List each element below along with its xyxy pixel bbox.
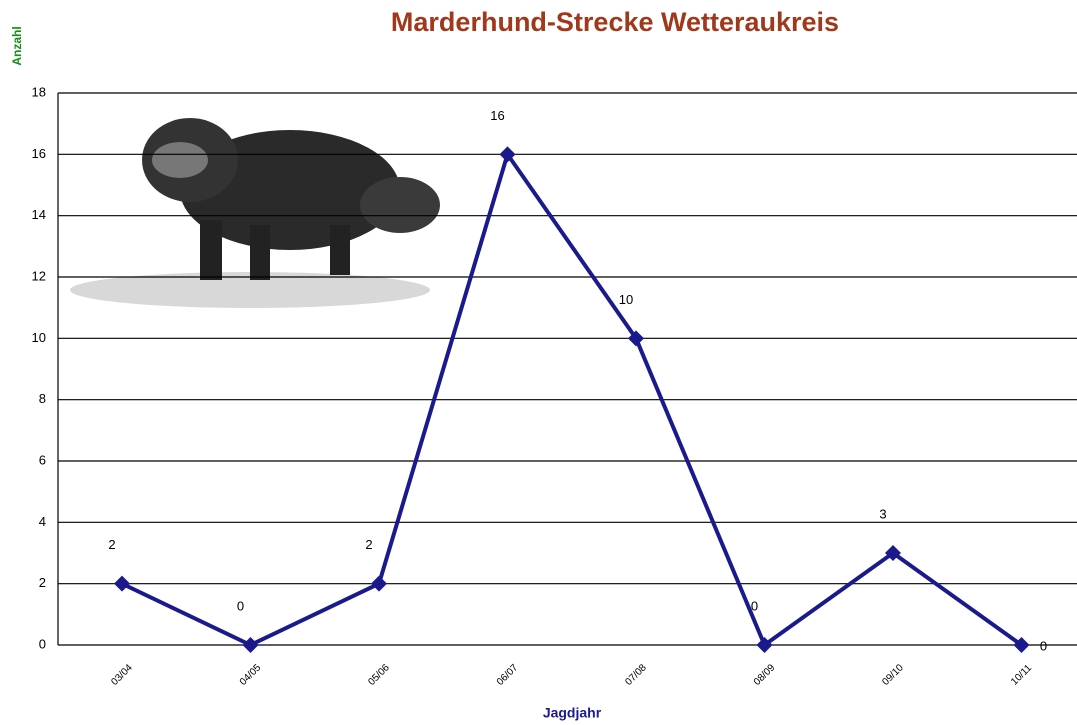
data-point xyxy=(371,575,387,592)
data-point xyxy=(242,637,259,653)
data-label: 16 xyxy=(490,108,504,123)
data-point xyxy=(885,545,901,561)
data-label: 0 xyxy=(1040,638,1047,653)
data-label: 3 xyxy=(879,506,886,521)
data-label: 0 xyxy=(751,598,758,613)
data-point xyxy=(499,146,516,163)
x-tick-label: 04/05 xyxy=(238,662,264,688)
x-tick-label: 03/04 xyxy=(109,662,135,688)
x-tick-label: 09/10 xyxy=(880,662,906,688)
y-tick-label: 10 xyxy=(32,330,46,345)
x-tick-label: 07/08 xyxy=(623,662,649,688)
y-tick-label: 12 xyxy=(32,268,46,283)
data-point xyxy=(756,637,773,653)
data-point xyxy=(628,330,644,347)
raccoon-dog-illustration xyxy=(60,95,460,320)
data-label: 2 xyxy=(365,537,372,552)
y-tick-label: 18 xyxy=(32,84,46,99)
data-point xyxy=(114,575,130,592)
data-label: 0 xyxy=(237,598,244,613)
y-tick-label: 0 xyxy=(39,636,46,651)
data-label: 2 xyxy=(108,537,115,552)
y-tick-label: 4 xyxy=(39,514,46,529)
y-tick-label: 8 xyxy=(39,391,46,406)
x-tick-label: 08/09 xyxy=(752,662,778,688)
x-tick-label: 10/11 xyxy=(1009,662,1034,687)
x-tick-label: 06/07 xyxy=(495,662,521,688)
y-tick-label: 14 xyxy=(32,207,46,222)
y-tick-label: 6 xyxy=(39,452,46,467)
y-tick-label: 16 xyxy=(32,146,46,161)
x-axis-label: Jagdjahr xyxy=(543,705,602,721)
x-tick-label: 05/06 xyxy=(366,662,392,688)
data-point xyxy=(1013,637,1030,653)
y-tick-label: 2 xyxy=(39,575,46,590)
data-label: 10 xyxy=(619,292,633,307)
chart-title: Marderhund-Strecke Wetteraukreis xyxy=(391,7,839,37)
data-line xyxy=(121,152,1023,647)
y-axis-label: Anzahl xyxy=(10,26,24,65)
